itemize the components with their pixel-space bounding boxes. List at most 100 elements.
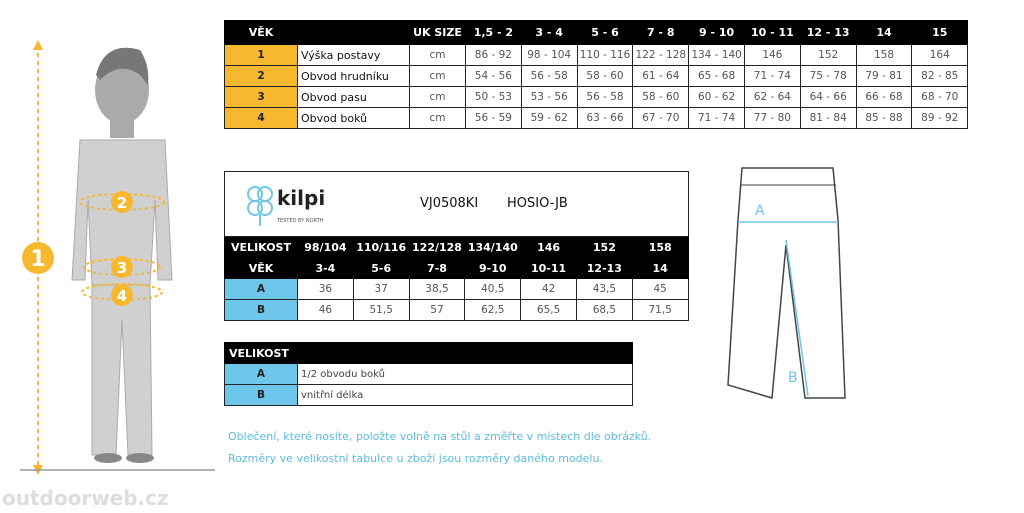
table-cell: cm — [409, 107, 466, 129]
header-cell: 14 — [631, 257, 689, 279]
table-cell: 68 - 70 — [911, 86, 969, 108]
table-cell: 50 - 53 — [465, 86, 522, 108]
table-cell: 82 - 85 — [911, 65, 969, 87]
table-cell: 67 - 70 — [632, 107, 690, 129]
table-cell: 86 - 92 — [465, 44, 522, 66]
table-cell: A — [224, 363, 298, 385]
marker-4: 4 — [117, 287, 127, 305]
table-cell: 56 - 58 — [576, 86, 634, 108]
header-cell: 134/140 — [464, 236, 522, 258]
table-cell: 4 — [224, 107, 298, 129]
table-cell: 64 - 66 — [799, 86, 857, 108]
table-cell: 77 - 80 — [743, 107, 801, 129]
table-cell: 37 — [352, 278, 410, 300]
header-cell: 14 — [855, 20, 913, 45]
table-cell: 71,5 — [631, 299, 689, 321]
table-cell: 59 - 62 — [520, 107, 578, 129]
table-cell: 65 - 68 — [688, 65, 745, 87]
table-row: A 36 37 38,5 40,5 42 43,5 45 — [224, 278, 689, 300]
table-cell: 3 — [224, 86, 298, 108]
table-cell: 46 — [297, 299, 354, 321]
table-cell: 63 - 66 — [576, 107, 634, 129]
header-cell: VELIKOST — [224, 236, 298, 258]
table-cell: 2 — [224, 65, 298, 87]
header-cell: 146 — [520, 236, 577, 258]
note-2: Rozměry ve velikostní tabulce u zboží js… — [228, 452, 603, 465]
header-cell: 110/116 — [352, 236, 410, 258]
kilpi-logo: kilpi TESTED BY NORTH — [243, 178, 333, 232]
table-cell: Obvod pasu — [297, 86, 410, 108]
note-1: Oblečení, které nosíte, položte volně na… — [228, 430, 652, 443]
table-cell: 61 - 64 — [632, 65, 690, 87]
header-cell: 12 - 13 — [799, 20, 857, 45]
table-row: 2 Obvod hrudníku cm 54 - 56 56 - 58 58 - 60 61… — [224, 65, 969, 87]
table-cell: cm — [409, 86, 466, 108]
table-cell: Výška postavy — [297, 44, 410, 66]
pants-label-a: A — [755, 203, 765, 219]
header-cell: 10 - 11 — [743, 20, 801, 45]
header-cell — [297, 20, 410, 45]
header-cell: 152 — [575, 236, 633, 258]
table-row: B 46 51,5 57 62,5 65,5 68,5 71,5 — [224, 299, 689, 321]
header-cell: 12-13 — [575, 257, 633, 279]
header-cell: UK SIZE — [409, 20, 466, 45]
marker-2: 2 — [117, 194, 127, 212]
header-cell: VĚK — [224, 20, 298, 45]
table-cell: 68,5 — [575, 299, 633, 321]
table-cell: cm — [409, 65, 466, 87]
table-cell: B — [224, 299, 298, 321]
table-cell: 56 - 59 — [465, 107, 522, 129]
header-cell: 3 - 4 — [520, 20, 578, 45]
watermark: outdoorweb.cz — [2, 486, 169, 510]
header-cell: 9 - 10 — [688, 20, 745, 45]
table-cell: 1 — [224, 44, 298, 66]
table-cell: 62 - 64 — [743, 86, 801, 108]
table-cell: 53 - 56 — [520, 86, 578, 108]
header-cell: 5-6 — [352, 257, 410, 279]
header-cell: 7-8 — [408, 257, 466, 279]
table-cell: 45 — [631, 278, 689, 300]
header-cell: 3-4 — [297, 257, 354, 279]
product-model: HOSIO-JB — [507, 196, 568, 211]
table-cell: 57 — [408, 299, 466, 321]
marker-3: 3 — [117, 259, 127, 277]
header-cell: 10-11 — [520, 257, 577, 279]
table-cell: B — [224, 384, 298, 406]
table-cell: 60 - 62 — [688, 86, 745, 108]
table-cell: 110 - 116 — [576, 44, 634, 66]
table-row: 1 Výška postavy cm 86 - 92 98 - 104 110 - 116… — [224, 44, 969, 66]
legend-header: VELIKOST — [224, 342, 298, 364]
table-cell: 38,5 — [408, 278, 466, 300]
child-figure: 1 2 3 4 — [20, 40, 215, 475]
table-cell: 158 — [855, 44, 913, 66]
table-cell: 122 - 128 — [632, 44, 690, 66]
table-cell: 89 - 92 — [911, 107, 969, 129]
table-cell: 51,5 — [352, 299, 410, 321]
table-cell: 42 — [520, 278, 577, 300]
table-cell: Obvod boků — [297, 107, 410, 129]
table-cell: 40,5 — [464, 278, 522, 300]
table-cell: 152 — [799, 44, 857, 66]
table-cell: 71 - 74 — [688, 107, 745, 129]
table-row: 3 Obvod pasu cm 50 - 53 53 - 56 56 - 58 58 - 6… — [224, 86, 969, 108]
table-row: A 1/2 obvodu boků — [224, 363, 633, 385]
table-cell: 71 - 74 — [743, 65, 801, 87]
header-cell: 158 — [631, 236, 689, 258]
table-cell: 58 - 60 — [576, 65, 634, 87]
header-cell: 5 - 6 — [576, 20, 634, 45]
table-cell: 75 - 78 — [799, 65, 857, 87]
table-cell: 36 — [297, 278, 354, 300]
table-cell: 54 - 56 — [465, 65, 522, 87]
table-cell: cm — [409, 44, 466, 66]
table-cell: 1/2 obvodu boků — [297, 363, 633, 385]
header-cell: 122/128 — [408, 236, 466, 258]
table-row: 4 Obvod boků cm 56 - 59 59 - 62 63 - 66 67 - 7… — [224, 107, 969, 129]
table-cell: Obvod hrudníku — [297, 65, 410, 87]
product-code: VJ0508KI — [420, 196, 479, 211]
header-cell: 9-10 — [464, 257, 522, 279]
table-cell: 164 — [911, 44, 969, 66]
header-cell: 98/104 — [297, 236, 354, 258]
